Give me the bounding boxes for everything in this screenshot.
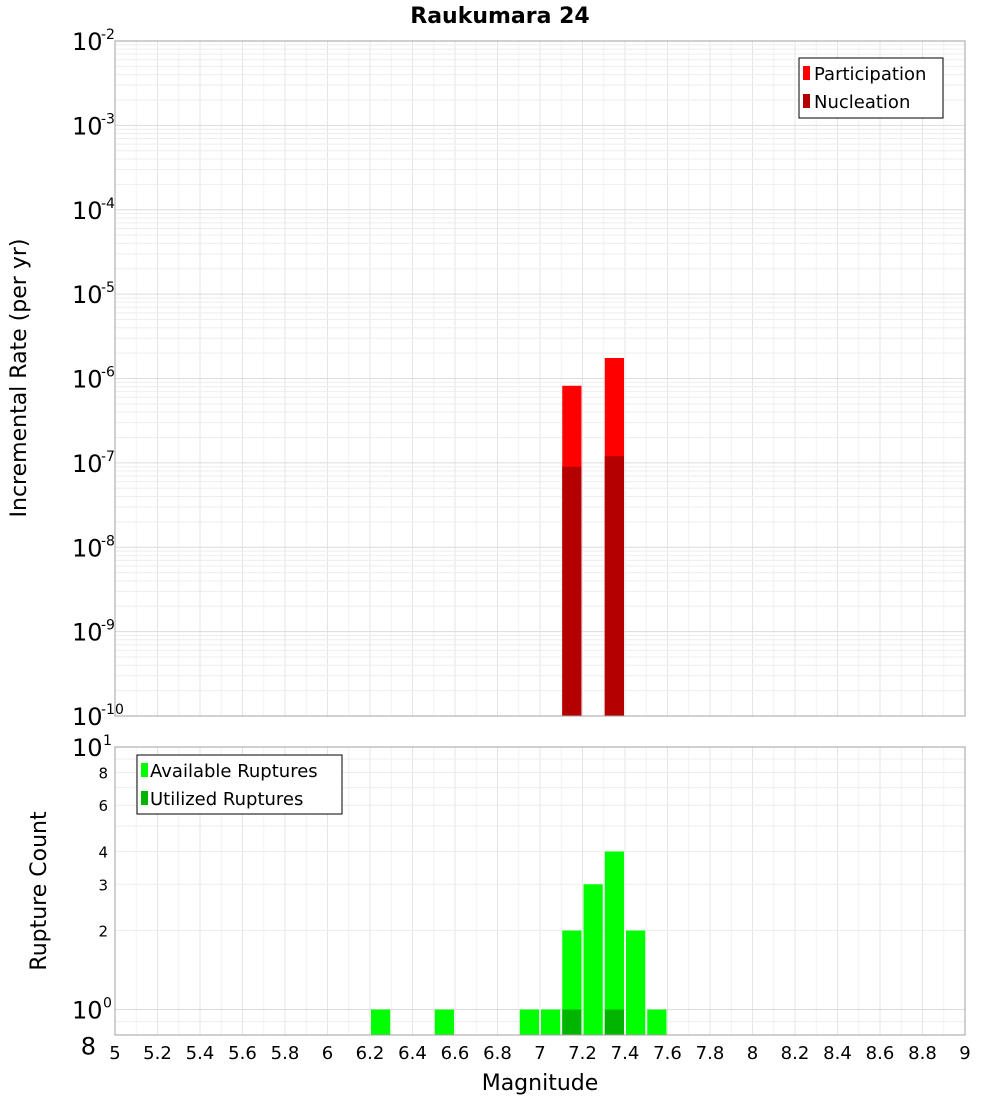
x-tick-label: 5.6	[228, 1043, 257, 1064]
y-tick-label: 10	[72, 28, 103, 56]
y-tick-exponent: -9	[101, 618, 115, 634]
y-tick-label: 10	[72, 534, 103, 562]
y-tick-exponent: -2	[101, 27, 115, 43]
legend-nucleation-label: Nucleation	[814, 92, 910, 113]
y-tick-exponent: -4	[101, 196, 115, 212]
x-tick-label: 8.2	[781, 1043, 810, 1064]
bottom-plot-x-ticks: 5 5.2 5.4 5.6 5.8 6 6.2 6.4 6.6 6.8 7 7.2 7.4 7.6 7.8 8…	[109, 1043, 970, 1064]
bottom-plot-frame	[114, 746, 966, 1036]
y-tick-label: 4	[98, 843, 108, 861]
top-plot-grid	[114, 41, 966, 717]
y-tick-label: 6	[98, 797, 108, 815]
x-tick-label: 7	[534, 1043, 545, 1064]
x-tick-label: 9	[959, 1043, 970, 1064]
y-tick-label: 10	[72, 450, 103, 478]
bottom-y-axis-label: Rupture Count	[27, 811, 52, 971]
x-axis-label: Magnitude	[482, 1071, 599, 1096]
bar-nucleation	[562, 466, 582, 716]
y-tick-exponent: -3	[101, 111, 115, 127]
legend-participation-swatch	[803, 66, 810, 80]
x-tick-label: 6.4	[398, 1043, 427, 1064]
top-legend: Participation Nucleation	[798, 57, 944, 119]
x-tick-label: 6.2	[356, 1043, 385, 1064]
bar-available-ruptures	[371, 1009, 391, 1035]
x-tick-label: 5.2	[143, 1043, 172, 1064]
legend-nucleation-swatch	[803, 94, 810, 108]
bar-available-ruptures	[626, 930, 646, 1035]
y-tick-exponent: -10	[101, 702, 124, 718]
top-legend-box	[798, 57, 944, 119]
y-tick-label: 10	[72, 112, 103, 140]
x-tick-label: 7.4	[611, 1043, 640, 1064]
y-tick-label: 10	[72, 366, 103, 394]
y-tick-label: 10	[72, 997, 103, 1025]
bar-utilized-ruptures	[604, 1009, 624, 1035]
y-tick-exponent: -7	[101, 449, 115, 465]
y-tick-label: 10	[72, 197, 103, 225]
y-tick-label: 8	[81, 1033, 96, 1061]
top-plot-bars	[562, 357, 624, 716]
x-tick-label: 6.6	[441, 1043, 470, 1064]
y-tick-label: 10	[72, 619, 103, 647]
legend-available-swatch	[141, 763, 148, 777]
x-tick-label: 7.2	[568, 1043, 597, 1064]
legend-available-label: Available Ruptures	[150, 761, 318, 782]
legend-utilized-label: Utilized Ruptures	[150, 789, 303, 810]
legend-participation-label: Participation	[814, 64, 926, 85]
bar-available-ruptures	[562, 930, 582, 1035]
y-tick-label: 3	[98, 876, 108, 894]
bar-available-ruptures	[541, 1009, 561, 1035]
x-tick-label: 8	[747, 1043, 758, 1064]
x-tick-label: 5.4	[186, 1043, 215, 1064]
x-tick-label: 7.6	[653, 1043, 682, 1064]
bar-available-ruptures	[647, 1009, 667, 1035]
top-plot-frame	[114, 40, 966, 717]
x-tick-label: 8.8	[908, 1043, 937, 1064]
top-y-axis-label: Incremental Rate (per yr)	[7, 239, 32, 518]
y-tick-exponent: -6	[101, 365, 115, 381]
x-tick-label: 6	[322, 1043, 333, 1064]
chart-title: Raukumara 24	[410, 4, 589, 29]
y-tick-exponent: -8	[101, 533, 115, 549]
x-tick-label: 6.8	[483, 1043, 512, 1064]
bar-available-ruptures	[519, 1009, 539, 1035]
bar-utilized-ruptures	[562, 1009, 582, 1035]
x-tick-label: 7.8	[696, 1043, 725, 1064]
y-tick-exponent: 1	[103, 733, 112, 749]
x-tick-label: 5.8	[271, 1043, 300, 1064]
x-tick-label: 8.6	[866, 1043, 895, 1064]
bar-available-ruptures	[583, 884, 603, 1035]
x-tick-label: 5	[109, 1043, 120, 1064]
bar-available-ruptures	[434, 1009, 454, 1035]
legend-utilized-swatch	[141, 791, 148, 805]
bottom-legend-box	[136, 754, 343, 815]
y-tick-label: 10	[72, 734, 103, 762]
y-tick-exponent: 0	[103, 996, 112, 1012]
y-tick-label: 8	[98, 764, 108, 782]
y-tick-exponent: -5	[101, 280, 115, 296]
y-tick-label: 10	[72, 703, 103, 731]
y-tick-label: 10	[72, 281, 103, 309]
bottom-legend: Available Ruptures Utilized Ruptures	[136, 754, 343, 815]
x-tick-label: 8.4	[823, 1043, 852, 1064]
bottom-plot-bars	[371, 851, 667, 1035]
y-tick-label: 2	[98, 923, 108, 941]
bar-nucleation	[604, 456, 624, 716]
bar-available-ruptures	[604, 851, 624, 1035]
